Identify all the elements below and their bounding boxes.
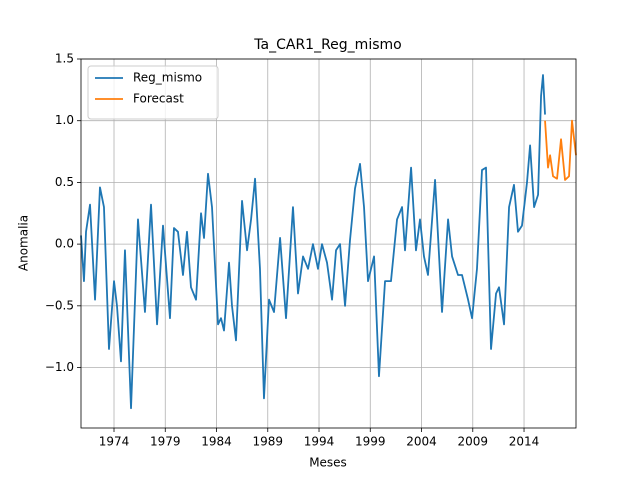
x-tick-label: 1999	[355, 435, 386, 449]
x-tick-label: 2014	[509, 435, 540, 449]
y-tick-label: 0.5	[55, 175, 74, 189]
x-axis-label: Meses	[309, 456, 347, 470]
x-tick-label: 1974	[99, 435, 130, 449]
series-line	[544, 119, 577, 181]
y-tick-label: 1.5	[55, 52, 74, 66]
series-line	[80, 74, 546, 410]
x-tick-label: 1989	[252, 435, 283, 449]
x-tick-label: 1979	[150, 435, 181, 449]
legend-label: Reg_mismo	[133, 71, 202, 85]
legend-label: Forecast	[133, 92, 184, 106]
x-tick-label: 2004	[406, 435, 437, 449]
y-tick-label: 1.0	[55, 113, 74, 127]
x-tick-label: 2009	[458, 435, 489, 449]
x-tick-label: 1994	[304, 435, 335, 449]
y-tick-label: −0.5	[45, 298, 74, 312]
plot-frame	[80, 58, 577, 429]
chart-title: Ta_CAR1_Reg_mismo	[253, 37, 401, 53]
y-axis-label: Anomalia	[17, 215, 31, 271]
legend-box	[87, 65, 219, 120]
x-tick-label: 1984	[201, 435, 232, 449]
y-tick-label: −1.0	[45, 360, 74, 374]
y-tick-label: 0.0	[55, 237, 74, 251]
